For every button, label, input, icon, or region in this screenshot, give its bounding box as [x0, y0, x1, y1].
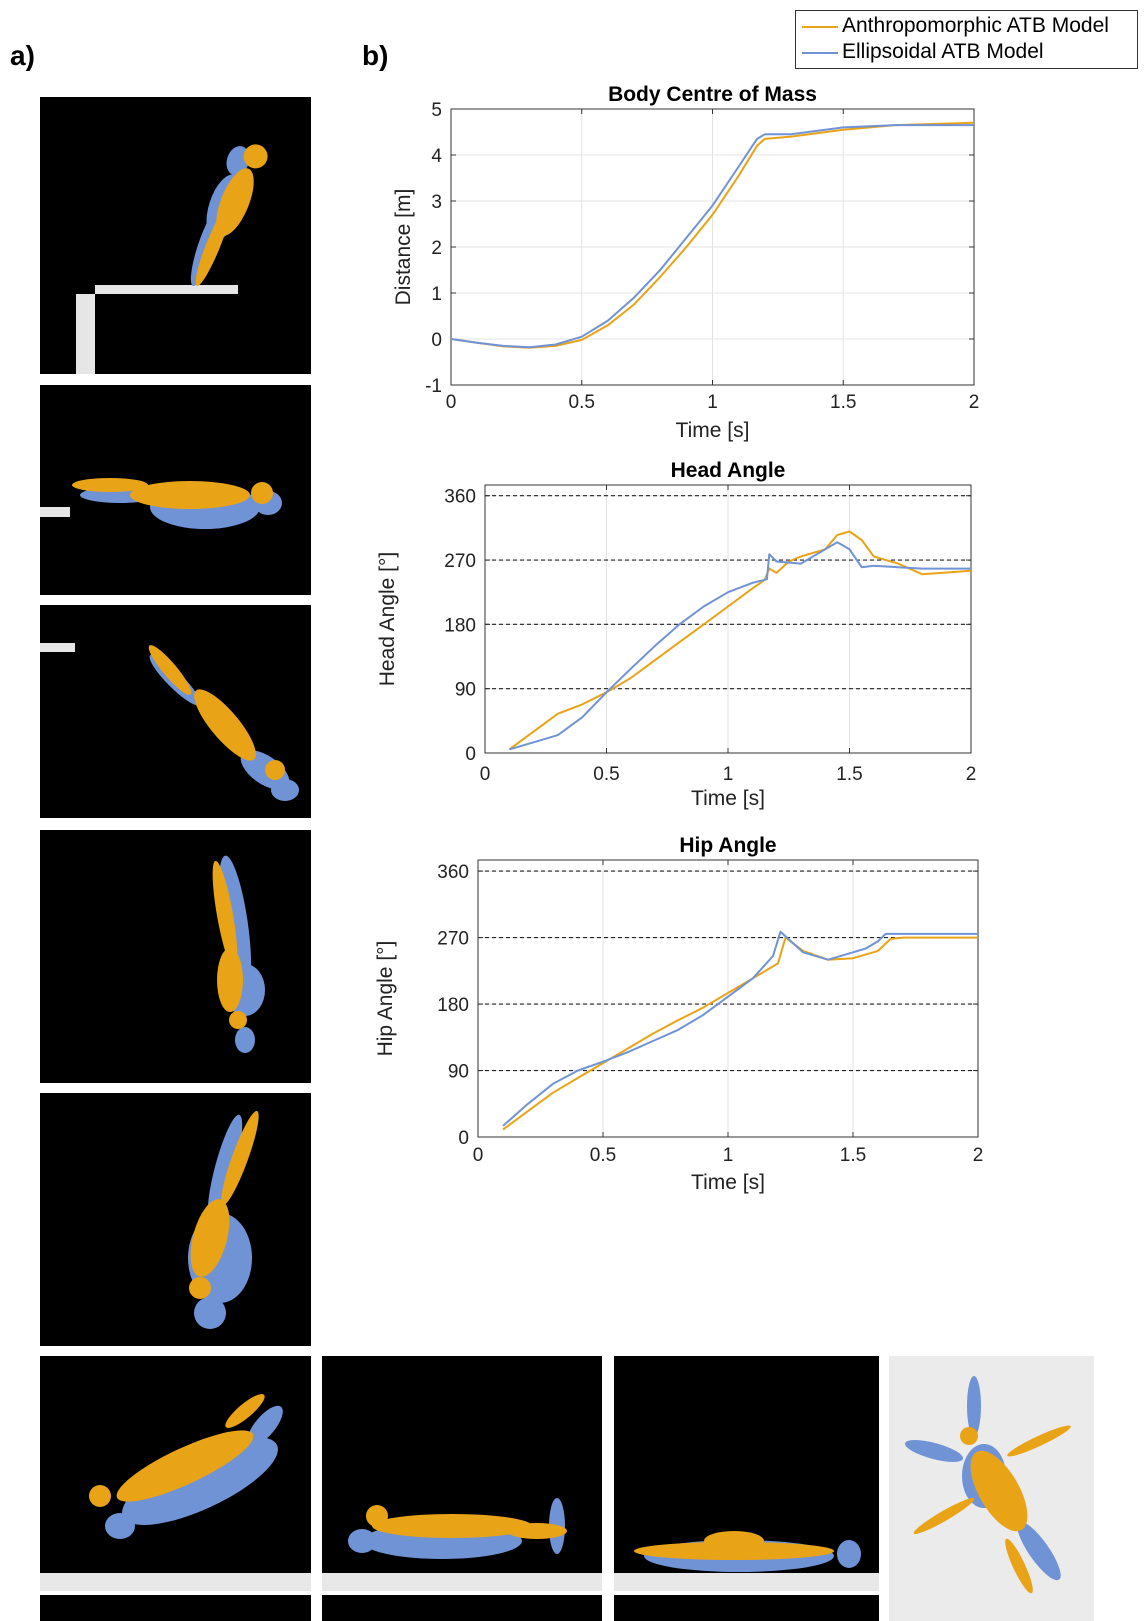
anthropomorphic-figure — [195, 144, 268, 286]
frame-7-caption-band — [322, 1573, 602, 1591]
frame-1-drawing — [76, 144, 268, 374]
y-tick-label-3: 2 — [431, 238, 442, 259]
simulation-frame-6 — [40, 1356, 311, 1573]
frame-2-drawing — [40, 478, 282, 529]
y-axis-label: Head Angle [°] — [376, 552, 399, 687]
diving-board — [95, 285, 238, 294]
y-tick-label-6: 5 — [431, 100, 442, 121]
x-tick-label-2: 1 — [723, 764, 734, 785]
y-tick-label-4: 360 — [437, 862, 469, 883]
anthropomorphic-figure — [89, 1394, 265, 1507]
anthropomorphic-figure — [212, 860, 247, 1029]
simulation-frame-2 — [40, 385, 311, 595]
x-tick-label-2: 1 — [707, 392, 718, 413]
frame-9-drawing — [904, 1376, 1071, 1594]
x-tick-label-4: 2 — [969, 392, 980, 413]
x-tick-label-0: 0 — [480, 764, 491, 785]
simulation-frame-8 — [614, 1356, 879, 1573]
simulation-frame-1 — [40, 97, 311, 374]
simulation-frame-12 — [614, 1595, 879, 1621]
y-tick-label-2: 180 — [444, 615, 476, 636]
simulation-frame-4 — [40, 830, 311, 1083]
x-tick-label-1: 0.5 — [569, 392, 595, 413]
legend-item-ellipsoidal: Ellipsoidal ATB Model — [796, 39, 1137, 65]
series-line-ellipsoidal-atb-model — [502, 930, 978, 1127]
x-tick-label-3: 1.5 — [836, 764, 862, 785]
y-axis-label: Hip Angle [°] — [374, 941, 397, 1057]
anthropomorphic-figure — [148, 645, 285, 780]
y-tick-label-0: -1 — [425, 376, 442, 397]
simulation-frame-5 — [40, 1093, 311, 1346]
chart-legend: Anthropomorphic ATB Model Ellipsoidal AT… — [795, 10, 1138, 69]
y-tick-label-2: 1 — [431, 284, 442, 305]
anthropomorphic-figure — [189, 1110, 259, 1299]
legend-label-anthropomorphic: Anthropomorphic ATB Model — [842, 14, 1109, 37]
frame-6-drawing — [89, 1394, 283, 1539]
x-tick-label-4: 2 — [973, 1145, 984, 1166]
x-tick-label-1: 0.5 — [590, 1145, 616, 1166]
simulation-frame-10 — [40, 1595, 311, 1621]
x-tick-label-0: 0 — [446, 392, 457, 413]
y-tick-label-4: 3 — [431, 192, 442, 213]
chart-title: Body Centre of Mass — [608, 83, 817, 106]
x-axis-label: Time [s] — [691, 1171, 765, 1194]
frame-6-caption-band — [40, 1573, 311, 1591]
ellipsoidal-figure — [105, 1405, 283, 1539]
chart-title: Hip Angle — [679, 834, 776, 857]
anthropomorphic-figure — [634, 1531, 834, 1560]
y-tick-label-1: 90 — [448, 1062, 469, 1083]
y-tick-label-1: 90 — [455, 680, 476, 701]
x-tick-label-0: 0 — [473, 1145, 484, 1166]
y-tick-label-5: 4 — [431, 146, 442, 167]
series-line-ellipsoidal-atb-model — [450, 124, 974, 349]
anthropomorphic-figure — [913, 1425, 1071, 1594]
y-tick-label-3: 270 — [444, 551, 476, 572]
simulation-frame-9 — [889, 1356, 1094, 1621]
legend-label-ellipsoidal: Ellipsoidal ATB Model — [842, 40, 1044, 63]
anthropomorphic-figure — [72, 478, 273, 509]
legend-item-anthropomorphic: Anthropomorphic ATB Model — [796, 13, 1137, 39]
series-line-ellipsoidal-atb-model — [509, 541, 971, 751]
frame-3-drawing — [40, 643, 299, 801]
diving-board — [40, 643, 75, 652]
chart-title: Head Angle — [671, 459, 786, 482]
series-line-anthropomorphic-atb-model — [502, 936, 978, 1131]
x-tick-label-4: 2 — [966, 764, 977, 785]
frame-7-drawing — [348, 1498, 567, 1559]
frame-4-drawing — [212, 855, 265, 1053]
simulation-frame-3 — [40, 605, 311, 818]
x-tick-label-3: 1.5 — [830, 392, 856, 413]
simulation-frame-11 — [322, 1595, 602, 1621]
legend-swatch-anthropomorphic — [802, 26, 838, 28]
frame-5-drawing — [188, 1110, 259, 1329]
frame-8-drawing — [634, 1531, 861, 1572]
diving-board — [40, 507, 70, 517]
x-tick-label-2: 1 — [723, 1145, 734, 1166]
x-axis-label: Time [s] — [691, 787, 765, 810]
board-support — [76, 294, 95, 374]
anthropomorphic-figure — [366, 1505, 567, 1539]
y-tick-label-2: 180 — [437, 995, 469, 1016]
frame-8-caption-band — [614, 1573, 879, 1591]
x-tick-label-3: 1.5 — [840, 1145, 866, 1166]
y-tick-label-0: 0 — [465, 744, 476, 765]
x-tick-label-1: 0.5 — [593, 764, 619, 785]
y-tick-label-4: 360 — [444, 487, 476, 508]
y-tick-label-1: 0 — [431, 330, 442, 351]
x-axis-label: Time [s] — [676, 419, 750, 442]
panel-label-b: b) — [362, 40, 389, 71]
simulation-frame-7 — [322, 1356, 602, 1573]
panel-label-a: a) — [10, 40, 35, 71]
y-tick-label-3: 270 — [437, 929, 469, 950]
legend-swatch-ellipsoidal — [802, 52, 838, 54]
y-axis-label: Distance [m] — [392, 189, 415, 306]
y-tick-label-0: 0 — [458, 1128, 469, 1149]
